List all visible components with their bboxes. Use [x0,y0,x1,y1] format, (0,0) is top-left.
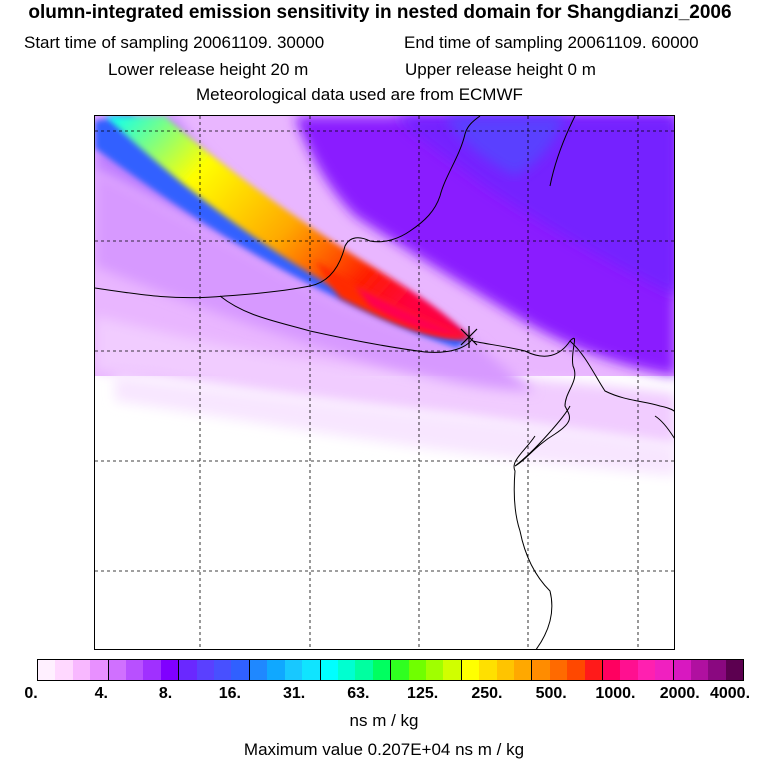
colorbar-segment [637,660,656,680]
colorbar-segment [319,660,338,680]
colorbar-segment [460,660,480,680]
colorbar-segment [126,660,144,680]
colorbar-segment [372,660,391,680]
meteorological-data-label: Meteorological data used are from ECMWF [196,85,523,104]
release-point-icon [460,326,478,348]
colorbar-tick-label: 1000. [595,685,636,702]
colorbar-segment [513,660,532,680]
colorbar-segment [55,660,73,680]
colorbar-segment [337,660,356,680]
colorbar-segment [708,660,726,680]
colorbar-segment [90,660,108,680]
lower-release-height-label: Lower release height 20 m [108,60,309,79]
colorbar-tick-label: 500. [535,685,567,702]
colorbar-segment [38,660,56,680]
colorbar-segment [248,660,268,680]
colorbar-segment [160,660,179,680]
colorbar-segment [672,660,692,680]
colorbar-segment [496,660,514,680]
colorbar-tick-label: 31. [282,685,306,702]
colorbar-tick-label: 125. [407,685,439,702]
colorbar-segment [602,660,621,680]
colorbar-tick-label: 250. [471,685,503,702]
colorbar-tick-label: 16. [218,685,241,702]
sensitivity-map [95,116,674,649]
map-area [94,115,675,650]
colorbar-segment [549,660,568,680]
colorbar-segment [231,660,249,680]
colorbar-segment [178,660,197,680]
colorbar-segment [214,660,232,680]
colorbar-segment [691,660,709,680]
emission-plume [95,116,470,348]
colorbar-segment [196,660,215,680]
colorbar-segment [355,660,373,680]
upper-release-height-label: Upper release height 0 m [405,60,596,79]
colorbar-segment [390,660,409,680]
colorbar-segment [284,660,303,680]
colorbar-segment [107,660,127,680]
maximum-value-label: Maximum value 0.207E+04 ns m / kg [243,740,525,759]
colorbar-segment [620,660,638,680]
colorbar-tick-label: 63. [347,685,370,702]
colorbar-segment [443,660,461,680]
colorbar-segment [584,660,602,680]
colorbar-tick-label: 2000. [659,685,700,702]
map-title: olumn-integrated emission sensitivity in… [28,2,732,23]
colorbar-tick-label: 4000. [709,685,751,702]
colorbar-segment [479,660,497,680]
colorbar-segment [725,660,744,680]
colorbar-segment [143,660,161,680]
colorbar-segment [302,660,320,680]
colorbar-segment [72,660,91,680]
colorbar-segment [567,660,585,680]
start-time-label: Start time of sampling 20061109. 30000 [24,33,325,52]
colorbar-tick-label: 8. [158,685,173,702]
colorbar-segment [531,660,550,680]
colorbar-tick-label: 4. [94,685,108,702]
colorbar-units: ns m / kg [349,711,419,730]
colorbar-segment [408,660,426,680]
colorbar-segment [655,660,673,680]
end-time-label: End time of sampling 20061109. 60000 [404,33,699,52]
colorbar [37,659,744,681]
colorbar-segment [267,660,285,680]
colorbar-tick-label: 0. [24,685,38,702]
map-grid [95,116,674,649]
colorbar-segment [425,660,444,680]
